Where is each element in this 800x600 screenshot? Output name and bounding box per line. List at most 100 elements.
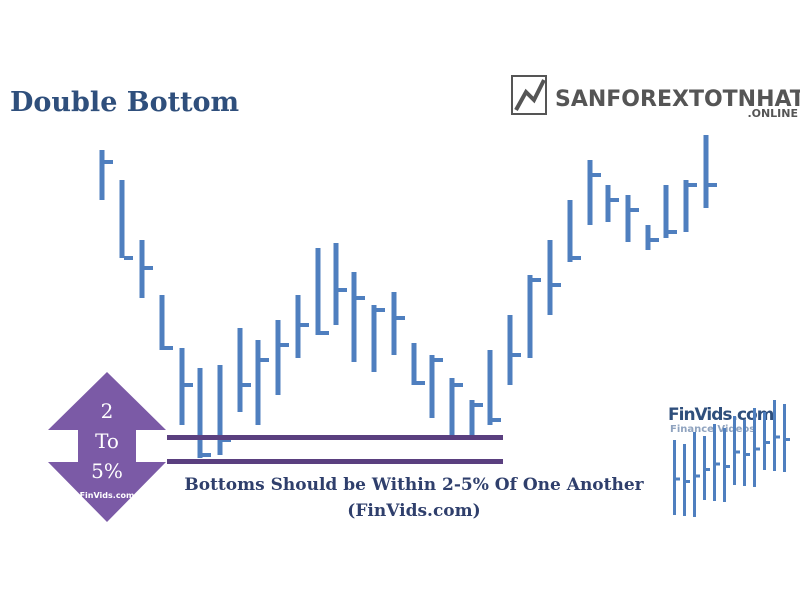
bottom-line: [167, 459, 503, 464]
logo-bar-tick: [776, 435, 780, 439]
bar-body: [139, 240, 145, 298]
bar-tick: [688, 183, 697, 187]
bottom-line: [167, 435, 503, 440]
bar-tick: [260, 358, 269, 362]
bar-body: [351, 272, 357, 362]
price-bars: [99, 135, 717, 458]
bar-tick: [124, 256, 133, 260]
title: Double Bottom: [10, 87, 239, 118]
bar-body: [275, 320, 281, 395]
watermark-suffix: .ONLINE: [747, 107, 798, 120]
caption: (FinVids.com): [347, 501, 480, 521]
bar-tick: [434, 358, 443, 362]
bar-body: [567, 200, 573, 262]
bar-body: [179, 348, 185, 425]
logo-bar: [693, 432, 696, 517]
logo-bar-tick: [716, 462, 720, 466]
bar-tick: [320, 331, 329, 335]
logo-bar: [743, 420, 746, 486]
bar-body: [99, 150, 105, 200]
caption: Bottoms Should be Within 2-5% Of One Ano…: [184, 475, 644, 495]
bar-tick: [474, 403, 483, 407]
badge-source: FinVids.com: [80, 491, 135, 500]
bar-tick: [164, 346, 173, 350]
bar-body: [645, 225, 651, 250]
logo-bar-tick: [686, 480, 690, 483]
bar-tick: [592, 173, 601, 177]
bar-tick: [396, 316, 405, 320]
bar-body: [625, 195, 631, 242]
bar-body: [295, 295, 301, 358]
logo-bar-tick: [786, 438, 790, 441]
logo-bar-tick: [726, 465, 730, 468]
logo-name: FinVids.com: [668, 405, 774, 425]
logo-bar: [783, 404, 786, 472]
logo-bars: [673, 400, 790, 517]
bar-tick: [416, 381, 425, 385]
bar-body: [333, 243, 339, 325]
logo-bar: [753, 408, 756, 487]
bar-tick: [492, 418, 501, 422]
bar-body: [255, 340, 261, 425]
bar-body: [391, 292, 397, 355]
logo-bar-tick: [676, 477, 680, 481]
bar-tick: [202, 453, 211, 457]
bar-body: [605, 185, 611, 222]
logo-bar: [703, 436, 706, 500]
bar-tick: [650, 238, 659, 242]
logo-bar: [683, 444, 686, 516]
bar-tick: [610, 198, 619, 202]
badge-text: 2: [101, 399, 114, 423]
logo: FinVids.com Finance Videos: [668, 400, 790, 517]
bar-body: [197, 368, 203, 458]
watermark-text: SANFOREXTOTNHAT: [555, 87, 800, 112]
badge-text: 5%: [91, 459, 123, 483]
bar-body: [159, 295, 165, 350]
logo-bar-tick: [706, 468, 710, 471]
bar-body: [449, 378, 455, 438]
badge-text: To: [95, 429, 119, 453]
bar-body: [469, 400, 475, 440]
bar-tick: [630, 208, 639, 212]
bar-tick: [708, 183, 717, 187]
bar-body: [683, 180, 689, 232]
bar-body: [547, 240, 553, 315]
logo-bar: [773, 400, 776, 471]
bar-body: [507, 315, 513, 385]
bar-body: [237, 328, 243, 412]
bar-tick: [184, 383, 193, 387]
bar-tick: [104, 160, 113, 164]
logo-bar: [733, 416, 736, 485]
logo-bar-tick: [766, 441, 770, 444]
bar-tick: [338, 288, 347, 292]
bar-tick: [356, 296, 365, 300]
logo-tagline: Finance Videos: [670, 424, 755, 435]
bar-tick: [552, 283, 561, 287]
bar-tick: [376, 308, 385, 312]
bar-body: [663, 185, 669, 238]
watermark-icon-line: [514, 79, 546, 111]
bar-body: [315, 248, 321, 335]
bar-tick: [280, 343, 289, 347]
logo-bar-tick: [756, 447, 760, 451]
bar-body: [487, 350, 493, 425]
bar-body: [527, 275, 533, 358]
badge: 2 To 5% FinVids.com: [48, 372, 166, 522]
bar-body: [371, 305, 377, 372]
bar-body: [429, 355, 435, 418]
bar-body: [587, 160, 593, 225]
logo-bar-tick: [696, 474, 700, 478]
bar-tick: [572, 256, 581, 260]
bar-body: [217, 365, 223, 455]
bar-tick: [532, 278, 541, 282]
bar-body: [411, 343, 417, 385]
bar-tick: [300, 323, 309, 327]
bar-tick: [144, 266, 153, 270]
bar-tick: [454, 383, 463, 387]
bar-tick: [512, 353, 521, 357]
logo-bar: [673, 440, 676, 515]
logo-bar: [723, 428, 726, 502]
logo-bar: [763, 412, 766, 470]
